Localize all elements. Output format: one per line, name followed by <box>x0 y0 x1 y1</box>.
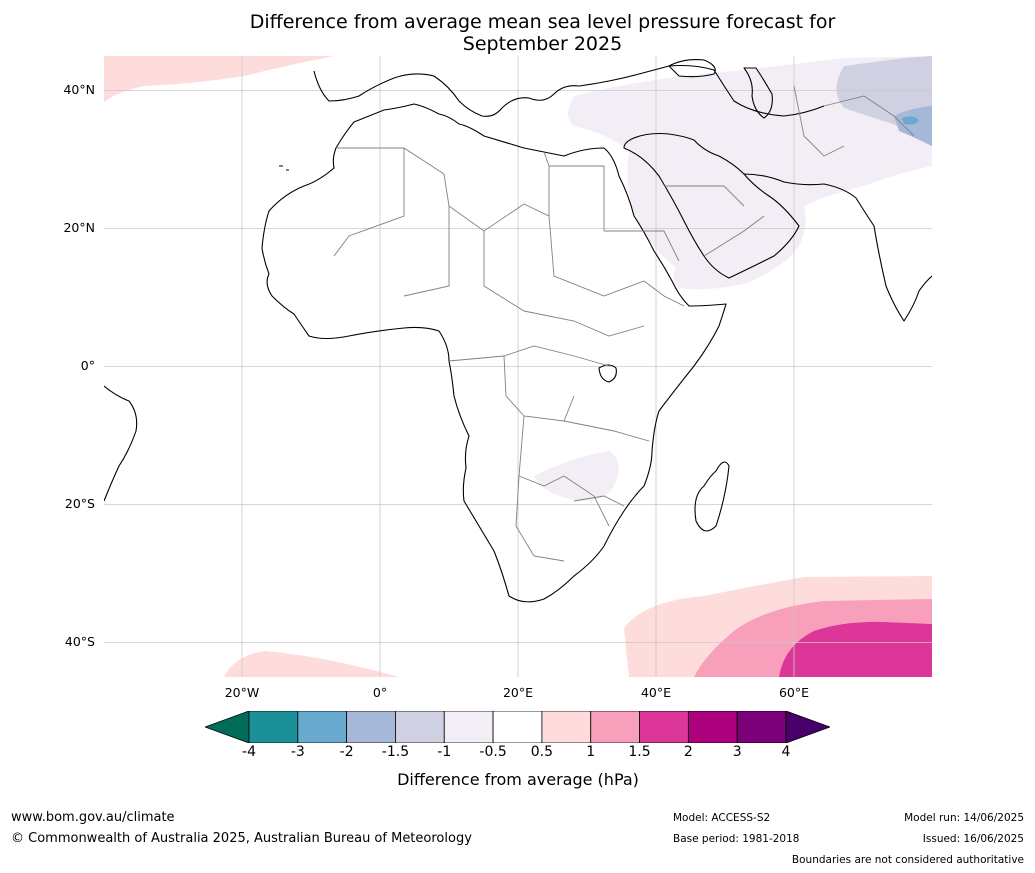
coastline-africa <box>261 103 727 603</box>
copyright-text: © Commonwealth of Australia 2025, Austra… <box>11 831 472 846</box>
longitude-label-0: 0° <box>372 685 388 700</box>
colorbar-tick-label: -4 <box>242 744 256 760</box>
colorbar-tick-label: -2 <box>339 744 354 760</box>
longitude-label-60e: 60°E <box>778 685 810 700</box>
colorbar-swatch <box>687 711 738 743</box>
colorbar-extend-low <box>205 711 250 743</box>
longitude-label-40e: 40°E <box>640 685 672 700</box>
coastline-arabia <box>623 132 800 279</box>
country-borders <box>333 85 915 562</box>
anomaly-region-north-atlantic <box>104 56 334 102</box>
anomaly-region-pakistan <box>894 106 932 146</box>
colorbar-swatch <box>492 711 543 743</box>
coastline-iran-india <box>743 173 932 322</box>
colorbar <box>205 711 830 743</box>
graticule <box>104 56 932 677</box>
anomaly-region-hindu-kush <box>902 116 919 125</box>
base-period: Base period: 1981-2018 <box>673 833 800 845</box>
colorbar-tick-label: 1.5 <box>628 744 651 760</box>
model-run-date: Model run: 14/06/2025 <box>904 812 1024 824</box>
colorbar-tick-label: 2 <box>683 744 693 760</box>
anomaly-region-s-indian-ocean-core <box>779 621 932 677</box>
colorbar-extend-high <box>785 711 830 743</box>
coastlines <box>104 59 932 603</box>
coastline-madagascar <box>694 461 730 532</box>
latitude-label-20s: 20°S <box>64 496 95 511</box>
coastline-europe <box>313 64 825 117</box>
colorbar-swatch <box>736 711 787 743</box>
map-canvas <box>104 56 932 677</box>
colorbar-tick-label: 3 <box>732 744 742 760</box>
map-title-line-2: September 2025 <box>462 33 623 55</box>
colorbar-swatch <box>346 711 396 743</box>
colorbar-tick-label: -0.5 <box>479 744 507 760</box>
model-name: Model: ACCESS-S2 <box>673 812 771 824</box>
anomaly-region-southern-africa <box>534 451 619 501</box>
colorbar-swatch <box>395 711 445 743</box>
coastline-lake-victoria <box>598 364 617 383</box>
coastline-south-america <box>104 385 138 502</box>
latitude-label-40n: 40°N <box>63 82 95 97</box>
website-link[interactable]: www.bom.gov.au/climate <box>11 810 175 825</box>
boundaries-disclaimer: Boundaries are not considered authoritat… <box>791 854 1024 866</box>
colorbar-tick-label: 0.5 <box>530 744 554 760</box>
colorbar-swatch <box>443 711 494 743</box>
anomaly-region-south-atlantic <box>224 651 399 677</box>
colorbar-swatch <box>541 711 592 743</box>
latitude-label-0: 0° <box>80 358 95 373</box>
latitude-label-20n: 20°N <box>63 220 95 235</box>
colorbar-swatch <box>297 711 348 743</box>
issued-date: Issued: 16/06/2025 <box>922 833 1024 845</box>
colorbar-swatch <box>248 711 299 743</box>
longitude-label-20e: 20°E <box>502 685 534 700</box>
colorbar-swatch <box>590 711 640 743</box>
colorbar-tick-label: 4 <box>781 744 791 760</box>
coastline-black-sea <box>668 59 716 78</box>
coastline-canary-islands <box>279 165 289 171</box>
longitude-label-20w: 20°W <box>224 685 260 700</box>
colorbar-label: Difference from average (hPa) <box>397 770 639 789</box>
colorbar-tick-label: -1.5 <box>381 744 410 760</box>
colorbar-tick-label: -3 <box>290 744 305 760</box>
colorbar-swatch <box>639 711 689 743</box>
coastline-caspian <box>743 67 773 119</box>
colorbar-tick-label: 1 <box>586 744 596 760</box>
map-title-line-1: Difference from average mean sea level p… <box>249 11 836 33</box>
latitude-label-40s: 40°S <box>64 634 95 649</box>
colorbar-tick-label: -1 <box>437 744 452 760</box>
